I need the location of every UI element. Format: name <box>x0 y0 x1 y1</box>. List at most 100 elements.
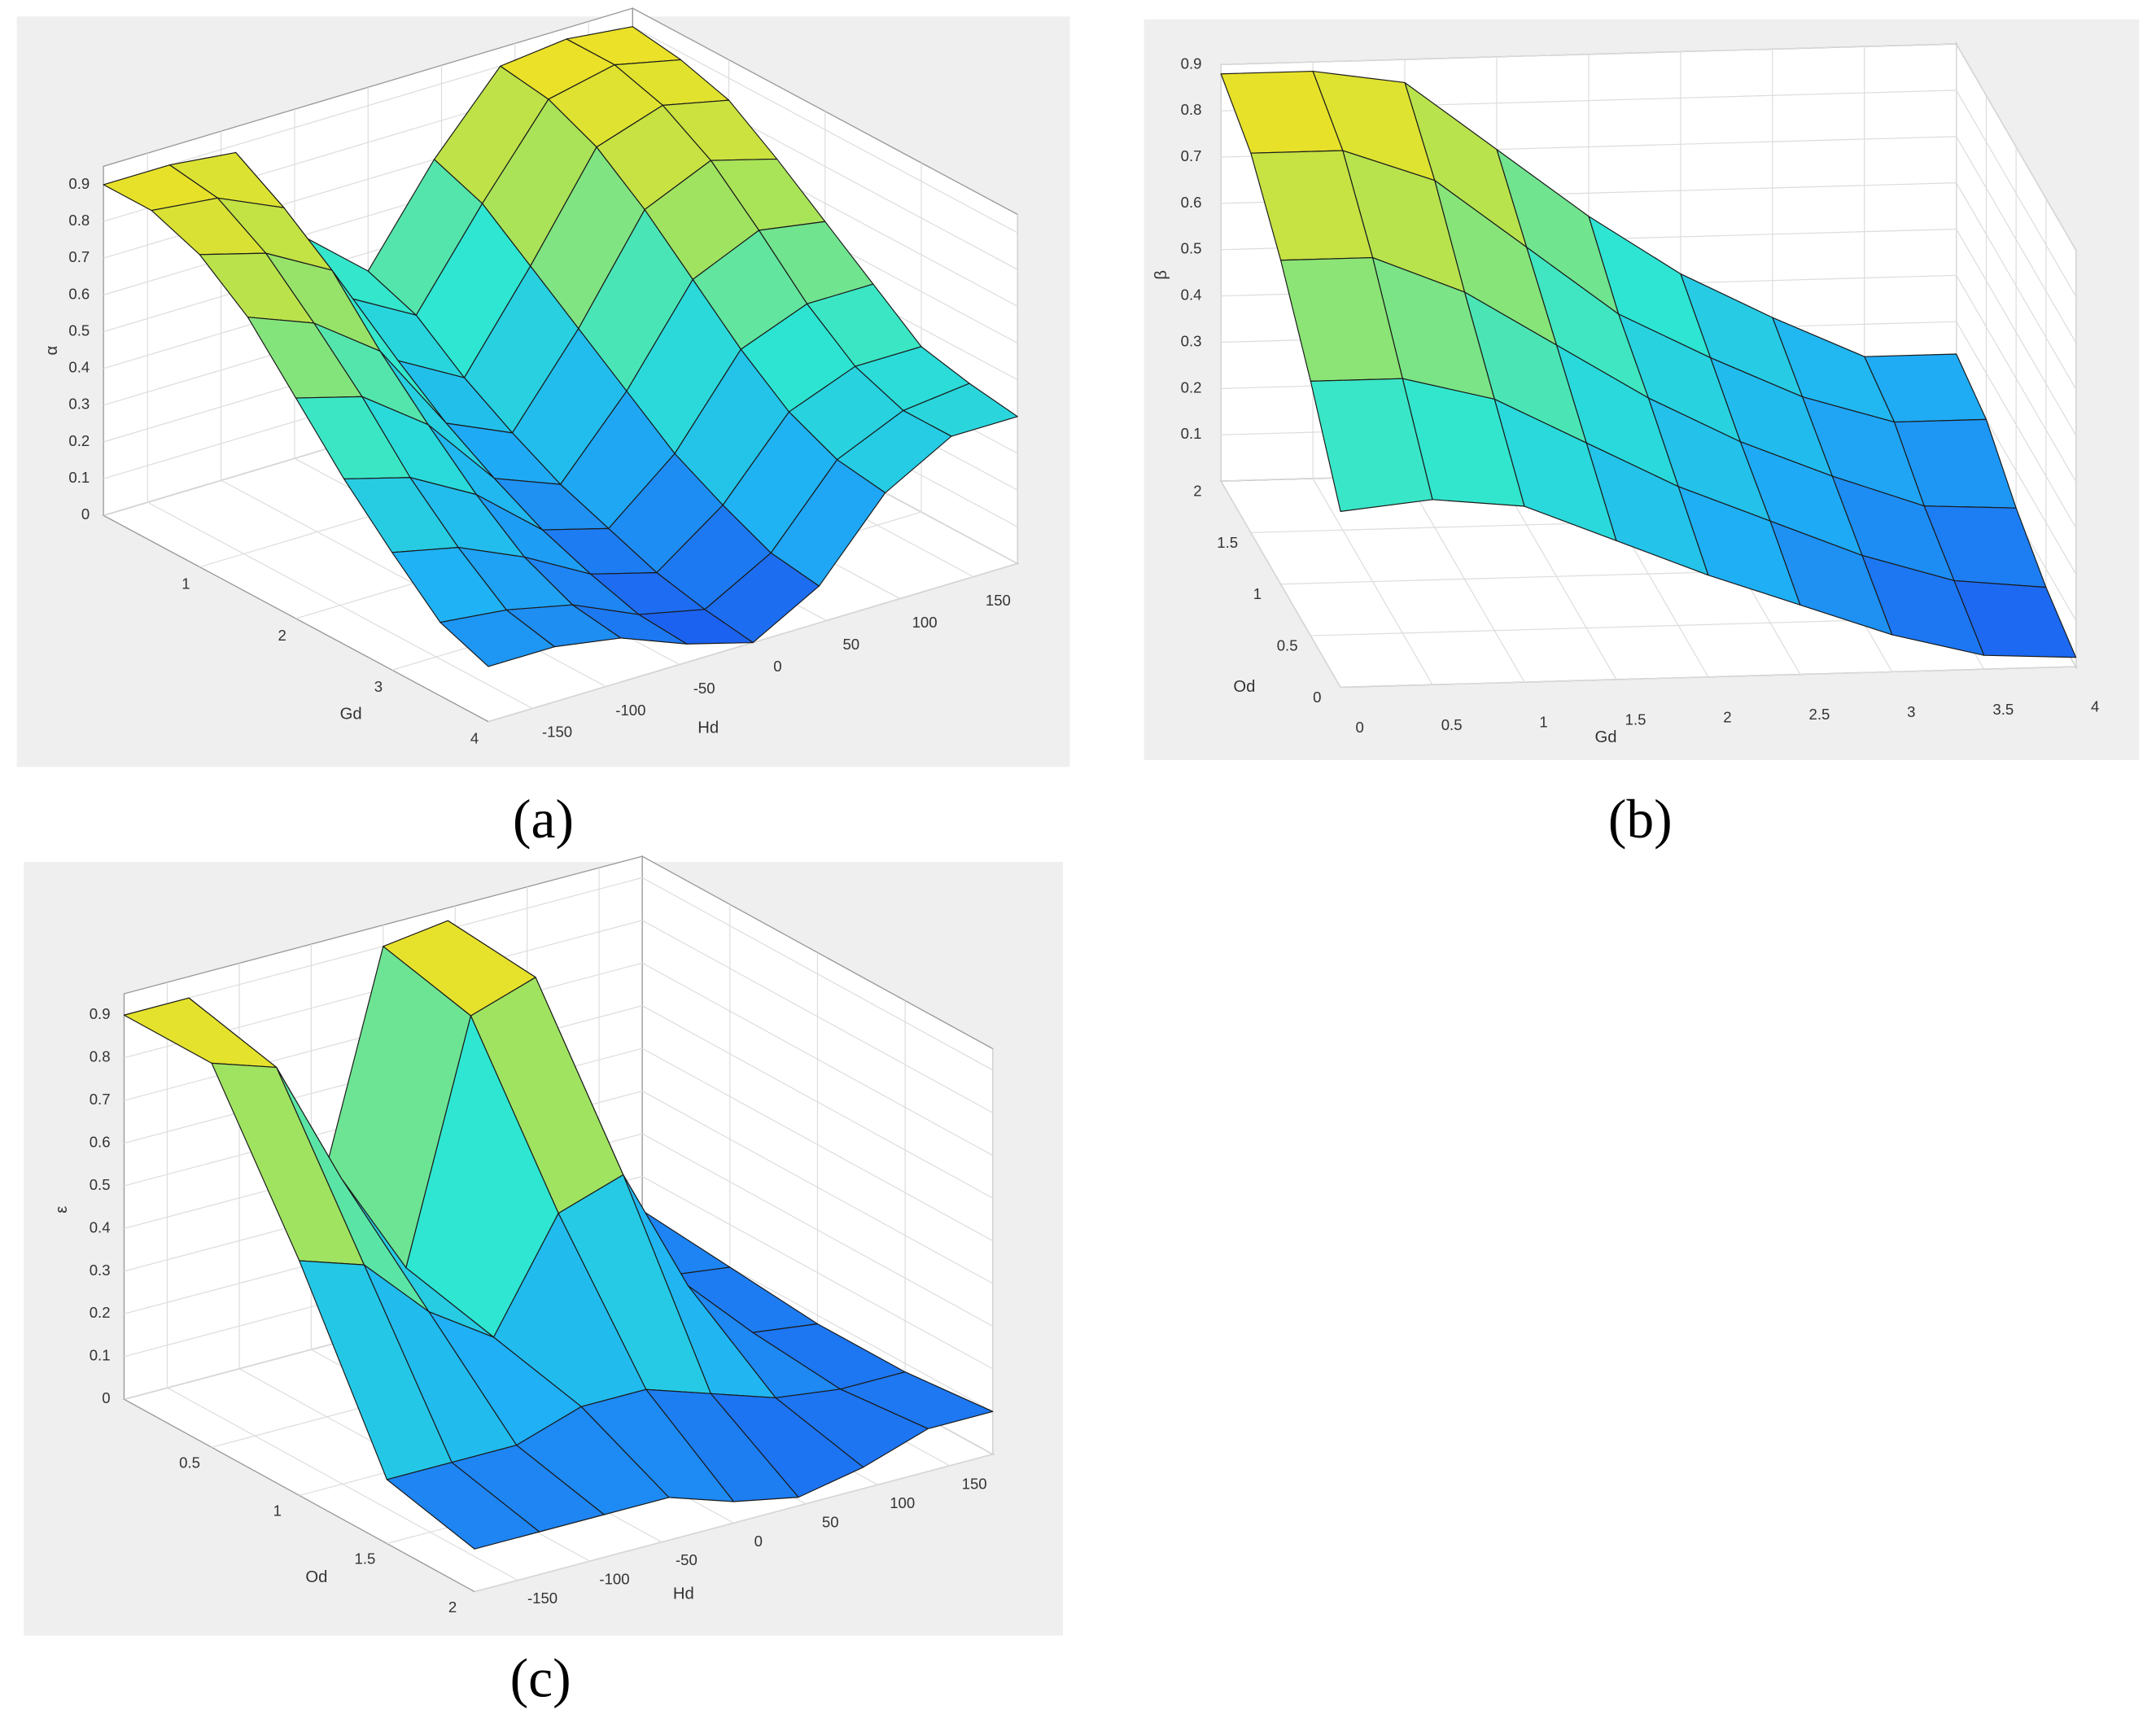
y-tick-label: 2 <box>1193 483 1201 500</box>
panel-label: (a) <box>513 789 574 850</box>
z-tick-label: 0.9 <box>90 1005 111 1022</box>
grid-line <box>1956 321 2077 528</box>
z-tick-label: 0.1 <box>1181 425 1202 442</box>
surface-patch <box>440 609 555 667</box>
x-tick-label: 1 <box>1539 714 1547 731</box>
z-tick-label: 0.3 <box>68 396 90 413</box>
z-tick-label: 0.2 <box>68 432 90 449</box>
z-axis-label: α <box>43 346 61 356</box>
z-axis-label: β <box>1152 270 1170 280</box>
z-tick-label: 0.3 <box>90 1262 111 1279</box>
x-tick-label: 100 <box>890 1494 915 1511</box>
grid-line <box>641 920 994 1113</box>
x-tick-label: -50 <box>693 680 715 697</box>
x-tick-label: 0 <box>754 1533 763 1550</box>
y-axis-label: Od <box>305 1568 327 1586</box>
x-tick-label: 0.5 <box>1441 716 1463 733</box>
z-tick-label: 0 <box>81 505 90 523</box>
y-tick-label: 0.5 <box>179 1454 200 1471</box>
y-axis-label: Od <box>1233 678 1255 696</box>
grid-line <box>1221 43 1957 65</box>
y-tick-label: 1.5 <box>1217 534 1238 551</box>
grid-line <box>474 1454 993 1593</box>
z-tick-label: 0.1 <box>90 1347 111 1364</box>
grid-line <box>1340 666 2076 689</box>
grid-line <box>1956 182 2077 390</box>
x-tick-label: 100 <box>912 614 938 631</box>
x-tick-label: -150 <box>542 724 572 741</box>
grid-line <box>1956 90 2077 297</box>
z-tick-label: 0.6 <box>90 1133 111 1150</box>
grid-line <box>1956 229 2077 436</box>
z-tick-label: 0.4 <box>68 359 90 376</box>
z-tick-label: 0.1 <box>68 469 90 486</box>
z-tick-label: 0.5 <box>90 1176 111 1193</box>
x-tick-label: -50 <box>676 1551 698 1568</box>
x-tick-label: -100 <box>599 1571 629 1588</box>
panel-label: (c) <box>510 1647 571 1708</box>
surface-patch <box>1310 378 1433 512</box>
z-tick-label: 0.4 <box>90 1218 111 1235</box>
y-tick-label: 1.5 <box>355 1550 376 1568</box>
grid-line <box>641 1175 994 1370</box>
z-tick-label: 0.7 <box>68 248 90 265</box>
grid-line <box>1956 275 2077 482</box>
x-tick-label: 1.5 <box>1625 711 1647 728</box>
y-axis-label: Gd <box>340 706 362 724</box>
x-tick-label: -150 <box>527 1590 558 1607</box>
grid-line <box>641 1047 994 1242</box>
x-tick-label: 50 <box>842 636 859 653</box>
y-tick-label: 1 <box>181 575 190 593</box>
grid-line <box>1956 43 2077 251</box>
y-tick-label: 4 <box>470 730 479 747</box>
x-tick-label: 0 <box>1356 719 1364 736</box>
z-tick-label: 0.2 <box>1181 378 1202 396</box>
z-tick-label: 0.8 <box>68 212 90 229</box>
z-tick-label: 0 <box>102 1389 110 1406</box>
z-tick-label: 0.7 <box>1181 147 1202 164</box>
z-tick-label: 0.6 <box>1181 194 1202 211</box>
y-tick-label: 1 <box>1253 585 1262 602</box>
y-tick-label: 3 <box>374 678 383 695</box>
y-tick-label: 1 <box>273 1502 282 1520</box>
z-tick-label: 0.9 <box>1181 55 1202 72</box>
x-tick-label: -100 <box>615 702 645 719</box>
z-tick-label: 0.8 <box>90 1048 111 1065</box>
y-tick-label: 2 <box>448 1598 457 1616</box>
grid-line <box>632 26 1018 234</box>
z-tick-label: 0.2 <box>90 1304 111 1321</box>
x-axis-label: Hd <box>698 719 719 737</box>
x-tick-label: 3.5 <box>1992 701 2014 718</box>
surface-panel: -150 -100 -50 0 50 100 150 0.5 1 1.5 2 0 0.1 0.2 0.3 0.… <box>24 855 1063 1636</box>
grid-line <box>641 877 994 1071</box>
x-tick-label: 50 <box>822 1513 839 1530</box>
x-tick-label: 3 <box>1907 703 1915 720</box>
z-tick-label: 0.3 <box>1181 332 1202 349</box>
x-tick-label: 2 <box>1723 708 1731 725</box>
grid-line <box>1220 480 1341 688</box>
y-tick-label: 0 <box>1313 689 1321 706</box>
z-tick-label: 0.8 <box>1181 101 1202 118</box>
x-tick-label: 4 <box>2091 698 2099 715</box>
surface-panel: 0 0.5 1 1.5 2 2.5 3 3.5 4 0 0.5 1 1.5 2 0.1 0.2 0.3 0.4 0.… <box>1144 19 2140 760</box>
y-tick-label: 2 <box>278 627 286 644</box>
z-tick-label: 0.6 <box>68 285 90 302</box>
grid-line <box>641 962 994 1157</box>
z-tick-label: 0.5 <box>68 321 90 339</box>
x-tick-label: 2.5 <box>1809 706 1830 723</box>
grid-line <box>641 1133 994 1327</box>
z-tick-label: 0.5 <box>1181 240 1202 257</box>
z-axis-label: ε <box>53 1206 71 1213</box>
surface-panel: -150 -100 -50 0 50 100 150 1 2 3 4 0 0.1 0.2 0.3 0.4 0.5… <box>16 7 1070 767</box>
z-tick-label: 0.4 <box>1181 286 1202 304</box>
grid-line <box>641 1005 994 1199</box>
x-axis-label: Hd <box>673 1585 694 1603</box>
y-tick-label: 0.5 <box>1277 637 1298 654</box>
surface-patch <box>386 1462 540 1550</box>
grid-line <box>641 1091 994 1284</box>
z-tick-label: 0.9 <box>68 175 90 192</box>
grid-line <box>1956 136 2077 343</box>
x-tick-label: 150 <box>986 592 1011 609</box>
